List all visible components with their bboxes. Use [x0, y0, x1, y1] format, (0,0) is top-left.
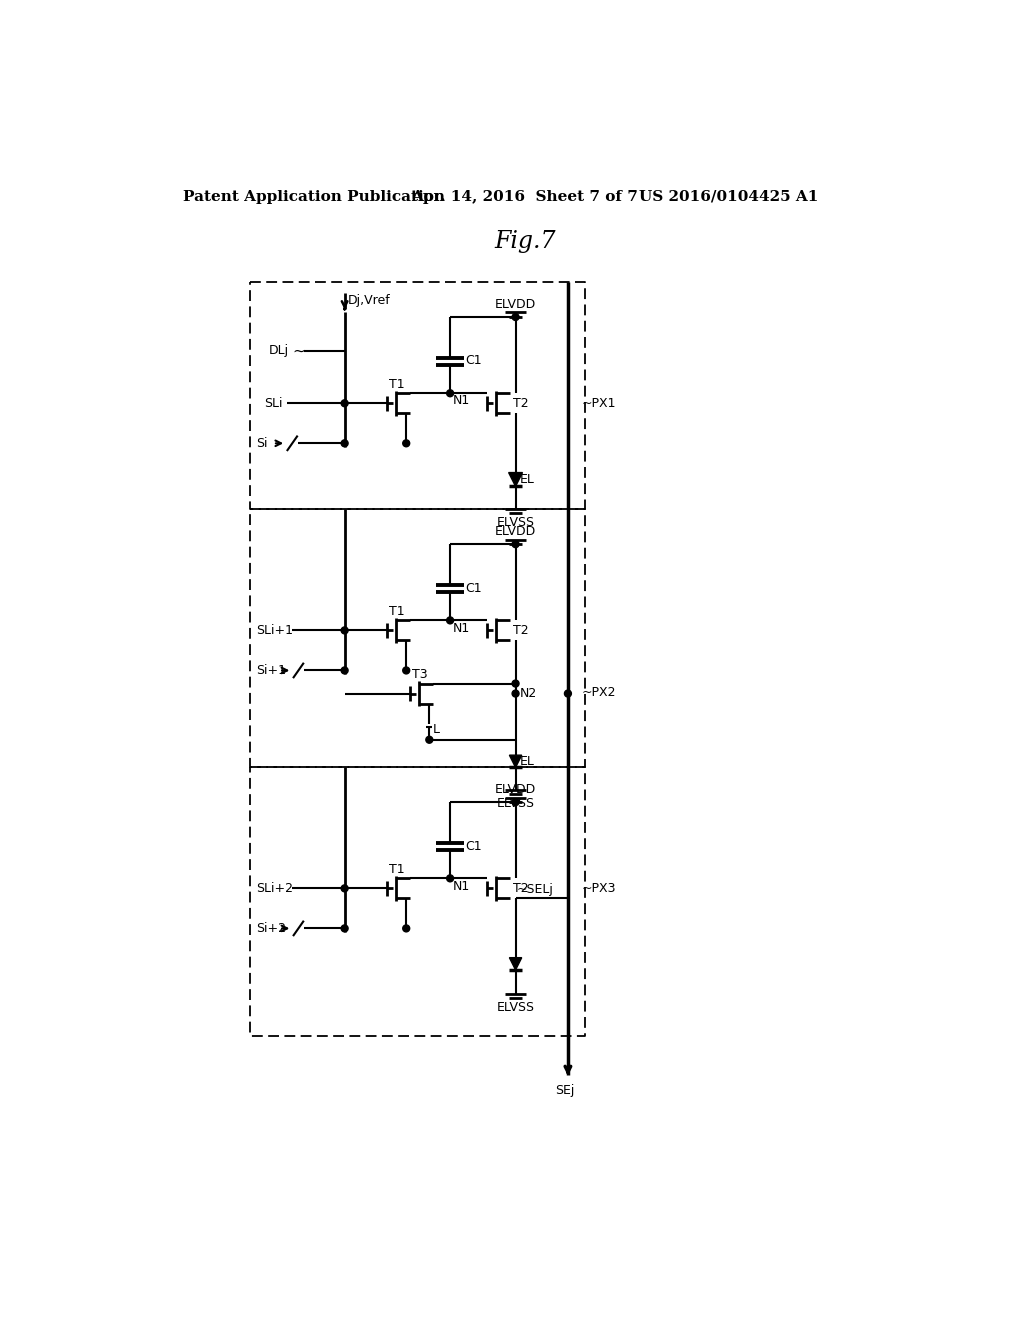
Circle shape — [341, 440, 348, 446]
Text: C1: C1 — [466, 840, 482, 853]
Circle shape — [512, 680, 519, 686]
Circle shape — [341, 884, 348, 892]
Text: ELVDD: ELVDD — [495, 298, 537, 312]
Text: ELVDD: ELVDD — [495, 783, 537, 796]
Text: EL: EL — [520, 473, 536, 486]
Text: ~PX3: ~PX3 — [582, 882, 616, 895]
Circle shape — [402, 440, 410, 446]
Circle shape — [446, 389, 454, 397]
Text: SLi+1: SLi+1 — [256, 624, 293, 638]
Circle shape — [446, 616, 454, 624]
Text: Patent Application Publication: Patent Application Publication — [183, 190, 444, 203]
Text: Fig.7: Fig.7 — [494, 230, 556, 253]
Text: Apr. 14, 2016  Sheet 7 of 7: Apr. 14, 2016 Sheet 7 of 7 — [412, 190, 639, 203]
Circle shape — [341, 667, 348, 675]
Text: T3: T3 — [412, 668, 427, 681]
Text: ~PX2: ~PX2 — [582, 685, 616, 698]
Text: ELVSS: ELVSS — [497, 797, 535, 810]
Text: C1: C1 — [466, 582, 482, 594]
Text: ~SELj: ~SELj — [517, 883, 554, 896]
Circle shape — [446, 875, 454, 882]
Text: T2: T2 — [513, 397, 528, 409]
Polygon shape — [509, 958, 521, 970]
Text: Dj,Vref: Dj,Vref — [348, 294, 390, 308]
Text: DLj: DLj — [269, 345, 290, 358]
Text: EL: EL — [520, 755, 536, 768]
Circle shape — [512, 799, 519, 805]
Text: SLi+2: SLi+2 — [256, 882, 293, 895]
Text: ELVDD: ELVDD — [495, 525, 537, 539]
Text: T2: T2 — [513, 624, 528, 638]
Polygon shape — [509, 755, 521, 767]
Text: ELVSS: ELVSS — [497, 1001, 535, 1014]
Circle shape — [402, 925, 410, 932]
Circle shape — [341, 925, 348, 932]
Text: Si+1: Si+1 — [256, 664, 286, 677]
Circle shape — [341, 627, 348, 634]
Text: N2: N2 — [519, 686, 537, 700]
Text: N1: N1 — [453, 395, 470, 408]
Text: T1: T1 — [388, 862, 404, 875]
Text: ~: ~ — [292, 343, 305, 359]
Text: US 2016/0104425 A1: US 2016/0104425 A1 — [639, 190, 818, 203]
Circle shape — [512, 690, 519, 697]
Circle shape — [512, 541, 519, 548]
Text: L: L — [432, 723, 439, 737]
Text: ~PX1: ~PX1 — [582, 397, 616, 409]
Text: T1: T1 — [388, 378, 404, 391]
Text: SLi: SLi — [264, 397, 283, 409]
Text: Si+2: Si+2 — [256, 921, 286, 935]
Circle shape — [512, 314, 519, 321]
Text: C1: C1 — [466, 354, 482, 367]
Circle shape — [402, 667, 410, 675]
Text: N1: N1 — [453, 879, 470, 892]
Text: Si: Si — [256, 437, 267, 450]
Circle shape — [564, 690, 571, 697]
Text: T1: T1 — [388, 605, 404, 618]
Text: T2: T2 — [513, 882, 528, 895]
Circle shape — [426, 737, 433, 743]
Circle shape — [341, 400, 348, 407]
Text: SEj: SEj — [556, 1084, 574, 1097]
Text: ELVSS: ELVSS — [497, 516, 535, 529]
Polygon shape — [509, 473, 522, 487]
Text: N1: N1 — [453, 622, 470, 635]
